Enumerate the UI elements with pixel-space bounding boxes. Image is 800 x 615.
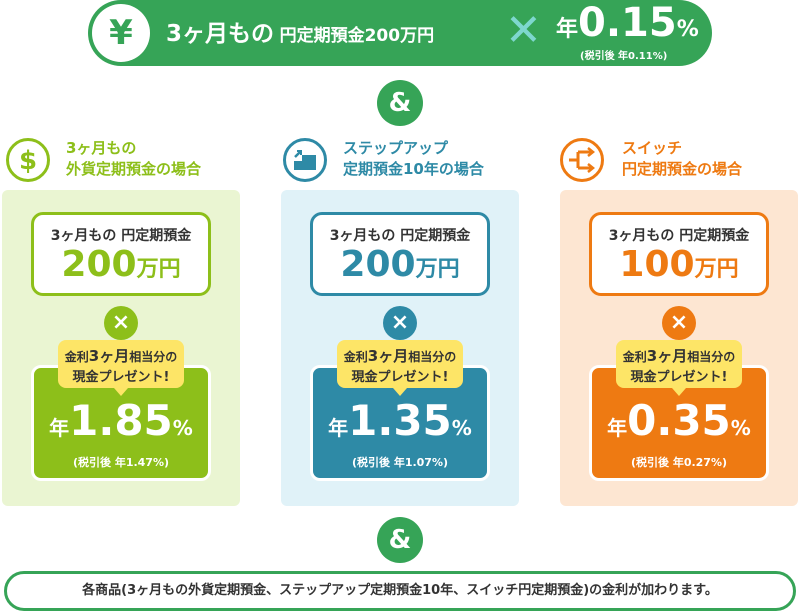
ampersand-badge: & bbox=[377, 517, 423, 563]
ampersand-badge: & bbox=[377, 80, 423, 126]
column-title-foreign: 3ヶ月もの 外貨定期預金の場合 bbox=[66, 139, 202, 178]
times-icon: × bbox=[104, 306, 138, 340]
amount-box: 3ヶ月もの 円定期預金 200万円 bbox=[310, 212, 490, 296]
yen-icon: ¥ bbox=[92, 4, 150, 62]
top-rate: 年0.15% bbox=[556, 0, 699, 46]
column-title-switch: スイッチ 円定期預金の場合 bbox=[622, 139, 743, 178]
cash-bonus-balloon: 金利3ヶ月相当分の 現金プレゼント! bbox=[616, 340, 742, 388]
amount-box: 3ヶ月もの 円定期預金 200万円 bbox=[31, 212, 211, 296]
cash-bonus-balloon: 金利3ヶ月相当分の 現金プレゼント! bbox=[337, 340, 463, 388]
switch-icon bbox=[560, 138, 604, 182]
cash-bonus-balloon: 金利3ヶ月相当分の 現金プレゼント! bbox=[58, 340, 184, 388]
times-icon: × bbox=[662, 306, 696, 340]
top-product-label: 円定期預金200万円 bbox=[279, 26, 435, 46]
balloon-tail bbox=[672, 388, 686, 396]
footer-note: 各商品(3ヶ月もの外貨定期預金、ステップアップ定期預金10年、スイッチ円定期預金… bbox=[4, 571, 796, 611]
times-icon: × bbox=[383, 306, 417, 340]
balloon-tail bbox=[393, 388, 407, 396]
top-banner bbox=[88, 0, 712, 66]
column-title-stepup: ステップアップ 定期預金10年の場合 bbox=[343, 139, 484, 178]
step-up-icon bbox=[283, 138, 327, 182]
balloon-tail bbox=[114, 388, 128, 396]
top-tax-text: (税引後 年0.11%) bbox=[580, 51, 668, 62]
amount-box: 3ヶ月もの 円定期預金 100万円 bbox=[589, 212, 769, 296]
svg-text:$: $ bbox=[19, 146, 37, 176]
times-icon: ✕ bbox=[505, 5, 542, 56]
dollar-icon: $ bbox=[6, 138, 50, 182]
top-product-text: 3ヶ月もの 円定期預金200万円 bbox=[166, 21, 435, 47]
